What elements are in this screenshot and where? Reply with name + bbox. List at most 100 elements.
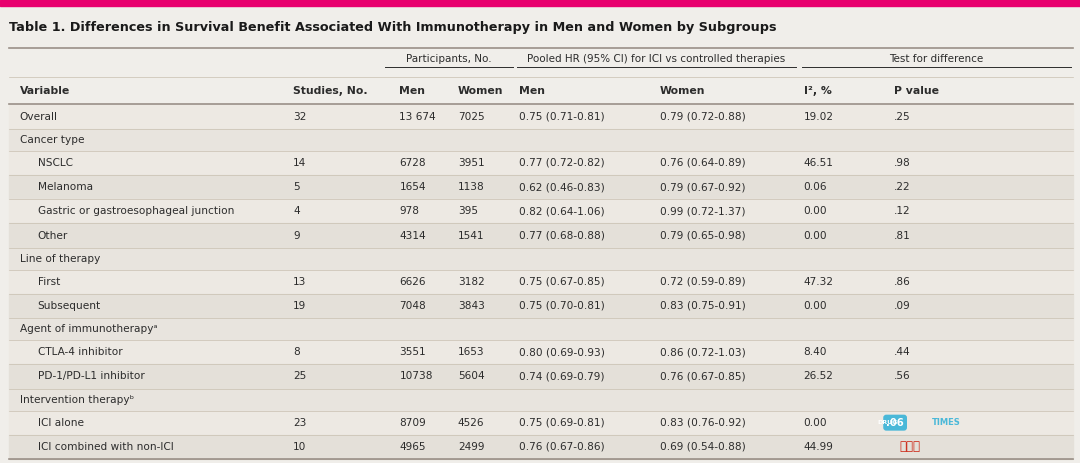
Text: 0.83 (0.76-0.92): 0.83 (0.76-0.92) [660,418,746,428]
Text: 10738: 10738 [400,371,433,382]
Text: 26.52: 26.52 [804,371,834,382]
Text: 10: 10 [293,442,307,452]
Text: 3182: 3182 [458,277,485,287]
Text: Table 1. Differences in Survival Benefit Associated With Immunotherapy in Men an: Table 1. Differences in Survival Benefit… [9,21,777,34]
Text: Women: Women [660,86,705,96]
Text: 0.79 (0.65-0.98): 0.79 (0.65-0.98) [660,231,745,240]
Text: 0.00: 0.00 [804,301,827,311]
Text: 8709: 8709 [400,418,427,428]
Text: Studies, No.: Studies, No. [293,86,367,96]
Text: Line of therapy: Line of therapy [19,254,99,263]
Text: 0.76 (0.67-0.86): 0.76 (0.67-0.86) [518,442,604,452]
Bar [9,435,1074,459]
Text: 8: 8 [293,347,300,357]
Text: ICI alone: ICI alone [38,418,83,428]
Text: 5: 5 [293,182,299,192]
Text: NSCLC: NSCLC [38,158,72,168]
Text: Variable: Variable [19,86,70,96]
Text: Gastric or gastroesophageal junction: Gastric or gastroesophageal junction [38,206,234,216]
Bar [0,0,1080,6]
Text: Other: Other [38,231,68,240]
Bar [9,294,1074,318]
Text: Men: Men [518,86,544,96]
Text: .81: .81 [894,231,910,240]
Text: 5604: 5604 [458,371,485,382]
Text: 32: 32 [293,112,307,122]
Bar [9,248,1074,269]
Text: .06: .06 [887,418,904,428]
Text: 0.75 (0.70-0.81): 0.75 (0.70-0.81) [518,301,605,311]
Text: 0.75 (0.71-0.81): 0.75 (0.71-0.81) [518,112,604,122]
Text: 3951: 3951 [458,158,485,168]
Text: 0.00: 0.00 [804,206,827,216]
Bar [9,340,1074,364]
Text: 46.51: 46.51 [804,158,834,168]
Text: Subsequent: Subsequent [38,301,100,311]
Bar [9,151,1074,175]
Text: 7025: 7025 [458,112,485,122]
Text: .25: .25 [894,112,910,122]
Text: 395: 395 [458,206,477,216]
Text: 44.99: 44.99 [804,442,834,452]
Text: 978: 978 [400,206,419,216]
Text: 6728: 6728 [400,158,426,168]
Bar [9,388,1074,411]
Text: 25: 25 [293,371,307,382]
Text: .56: .56 [894,371,910,382]
Text: 0.62 (0.46-0.83): 0.62 (0.46-0.83) [518,182,605,192]
Bar [9,411,1074,435]
Text: 47.32: 47.32 [804,277,834,287]
Bar [9,105,1074,129]
Bar [9,364,1074,388]
Text: 0.69 (0.54-0.88): 0.69 (0.54-0.88) [660,442,746,452]
Text: 19: 19 [293,301,307,311]
Text: Agent of immunotherapyᵃ: Agent of immunotherapyᵃ [19,324,157,334]
Text: 0.82 (0.64-1.06): 0.82 (0.64-1.06) [518,206,604,216]
Text: .09: .09 [894,301,910,311]
Text: 0.99 (0.72-1.37): 0.99 (0.72-1.37) [660,206,745,216]
Text: 1654: 1654 [400,182,426,192]
Text: Intervention therapyᵇ: Intervention therapyᵇ [19,394,134,405]
Text: 23: 23 [293,418,307,428]
Text: 0.76 (0.67-0.85): 0.76 (0.67-0.85) [660,371,745,382]
Text: 0.00: 0.00 [804,418,827,428]
Text: 3843: 3843 [458,301,485,311]
Text: Participants, No.: Participants, No. [406,55,491,64]
Text: Pooled HR (95% CI) for ICI vs controlled therapies: Pooled HR (95% CI) for ICI vs controlled… [527,55,785,64]
Text: 1653: 1653 [458,347,485,357]
Text: Men: Men [400,86,426,96]
Text: 0.76 (0.64-0.89): 0.76 (0.64-0.89) [660,158,745,168]
Text: 13: 13 [293,277,307,287]
Text: TIMES: TIMES [932,418,961,427]
Text: .12: .12 [894,206,910,216]
Text: 14: 14 [293,158,307,168]
Text: 13 674: 13 674 [400,112,436,122]
Bar [9,199,1074,224]
Text: 4526: 4526 [458,418,484,428]
Text: DRUG: DRUG [877,420,897,425]
Text: 1138: 1138 [458,182,485,192]
Text: 0.79 (0.72-0.88): 0.79 (0.72-0.88) [660,112,746,122]
Text: .98: .98 [894,158,910,168]
Text: .22: .22 [894,182,910,192]
Text: Melanoma: Melanoma [38,182,93,192]
Bar [9,129,1074,151]
Text: 19.02: 19.02 [804,112,834,122]
Text: 0.72 (0.59-0.89): 0.72 (0.59-0.89) [660,277,745,287]
Text: CTLA-4 inhibitor: CTLA-4 inhibitor [38,347,122,357]
Text: 4: 4 [293,206,299,216]
Text: Cancer type: Cancer type [19,135,84,145]
Bar [9,175,1074,199]
Text: ICI combined with non-ICI: ICI combined with non-ICI [38,442,173,452]
Text: 4314: 4314 [400,231,426,240]
Text: 0.79 (0.67-0.92): 0.79 (0.67-0.92) [660,182,745,192]
Text: 0.06: 0.06 [804,182,827,192]
Text: 药时代: 药时代 [900,440,920,453]
Text: 7048: 7048 [400,301,427,311]
Text: First: First [38,277,59,287]
Text: 4965: 4965 [400,442,426,452]
Text: Overall: Overall [19,112,57,122]
Text: 0.77 (0.72-0.82): 0.77 (0.72-0.82) [518,158,604,168]
Text: 0.80 (0.69-0.93): 0.80 (0.69-0.93) [518,347,605,357]
Text: 0.75 (0.69-0.81): 0.75 (0.69-0.81) [518,418,604,428]
